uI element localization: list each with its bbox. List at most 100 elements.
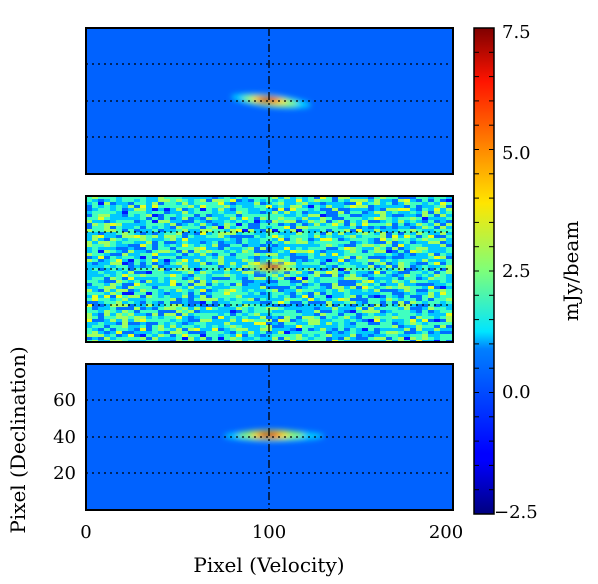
noise-cell [176,211,182,214]
noise-cell [434,217,440,220]
noise-cell [104,202,110,205]
noise-cell [356,271,362,274]
noise-cell [434,295,440,298]
noise-cell [158,232,164,235]
noise-cell [236,232,242,235]
noise-cell [320,199,326,202]
noise-cell [254,307,260,310]
noise-cell [188,217,194,220]
noise-cell [236,298,242,301]
noise-cell [104,253,110,256]
noise-cell [122,319,128,322]
noise-cell [146,223,152,226]
noise-cell [230,250,236,253]
noise-cell [122,223,128,226]
noise-cell [230,280,236,283]
noise-cell [206,220,212,223]
noise-cell [188,274,194,277]
noise-cell [86,238,92,241]
noise-cell [302,202,308,205]
noise-cell [158,331,164,334]
noise-cell [362,256,368,259]
x-tick-label: 0 [80,522,91,543]
noise-cell [206,208,212,211]
noise-cell [110,289,116,292]
noise-cell [182,256,188,259]
noise-cell [146,256,152,259]
noise-cell [392,274,398,277]
noise-cell [170,316,176,319]
noise-cell [212,244,218,247]
noise-cell [128,199,134,202]
noise-cell [386,202,392,205]
colorbar: 7.5 5.0 2.5 0.0 −2.5 mJy/beam [473,22,583,523]
noise-cell [278,217,284,220]
noise-cell [422,316,428,319]
noise-cell [182,295,188,298]
noise-cell [446,217,452,220]
noise-cell [440,325,446,328]
noise-cell [386,313,392,316]
noise-cell [206,232,212,235]
noise-cell [314,220,320,223]
noise-cell [134,202,140,205]
noise-cell [284,298,290,301]
noise-cell [290,277,296,280]
noise-cell [236,238,242,241]
noise-cell [182,316,188,319]
noise-cell [206,280,212,283]
noise-cell [428,220,434,223]
noise-cell [290,289,296,292]
noise-cell [206,238,212,241]
noise-cell [374,286,380,289]
noise-cell [374,238,380,241]
noise-cell [122,214,128,217]
noise-cell [128,328,134,331]
noise-cell [110,268,116,271]
noise-cell [170,256,176,259]
noise-cell [110,274,116,277]
noise-cell [266,235,272,238]
noise-cell [368,325,374,328]
noise-cell [140,211,146,214]
noise-cell [146,277,152,280]
noise-cell [410,259,416,262]
noise-cell [338,217,344,220]
noise-cell [350,247,356,250]
noise-cell [422,307,428,310]
noise-cell [266,283,272,286]
noise-cell [314,226,320,229]
noise-cell [308,265,314,268]
noise-cell [362,229,368,232]
noise-cell [116,286,122,289]
noise-cell [116,280,122,283]
noise-cell [140,334,146,337]
noise-cell [128,334,134,337]
noise-cell [236,247,242,250]
noise-cell [224,265,230,268]
noise-cell [380,334,386,337]
noise-cell [164,250,170,253]
noise-cell [134,199,140,202]
noise-cell [380,265,386,268]
noise-cell [218,235,224,238]
noise-cell [266,316,272,319]
noise-cell [200,226,206,229]
noise-cell [218,214,224,217]
noise-cell [230,331,236,334]
noise-cell [368,283,374,286]
noise-cell [434,250,440,253]
noise-cell [242,331,248,334]
noise-cell [326,322,332,325]
noise-cell [290,271,296,274]
noise-cell [242,250,248,253]
noise-cell [128,337,134,340]
noise-cell [206,199,212,202]
noise-cell [440,253,446,256]
noise-cell [224,289,230,292]
noise-cell [410,304,416,307]
noise-cell [140,265,146,268]
noise-cell [302,310,308,313]
noise-cell [182,241,188,244]
noise-cell [344,229,350,232]
